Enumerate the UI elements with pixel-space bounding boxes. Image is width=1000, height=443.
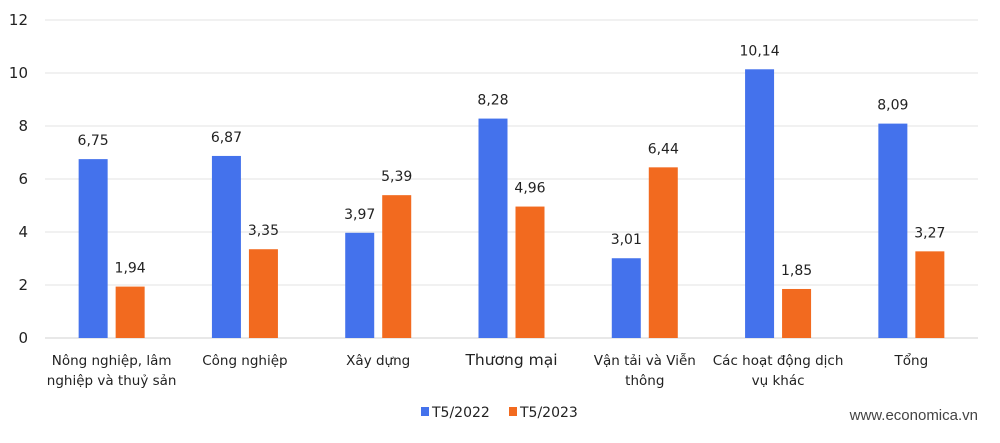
x-tick-label: Xây dựng	[346, 353, 410, 369]
y-tick-label: 12	[9, 11, 28, 29]
data-label: 4,96	[514, 181, 545, 197]
x-tick-label: vụ khác	[752, 373, 805, 389]
data-label: 5,39	[381, 169, 412, 185]
data-label: 3,27	[914, 225, 945, 241]
bar-T5-2023	[248, 249, 278, 338]
x-tick-label: thông	[625, 373, 664, 389]
bar-T5-2022	[345, 232, 375, 338]
legend-swatch	[421, 407, 429, 416]
data-label: 8,09	[877, 98, 908, 114]
data-label: 10,14	[740, 43, 780, 59]
data-label: 3,01	[611, 232, 642, 248]
x-tick-label: Vận tải và Viễn	[594, 352, 696, 369]
bar-T5-2023	[115, 286, 145, 338]
bar-T5-2023	[515, 206, 545, 338]
bar-T5-2023	[648, 167, 678, 338]
x-tick-label: Tổng	[894, 352, 929, 369]
data-label: 3,35	[248, 223, 279, 239]
data-label: 6,87	[211, 130, 242, 146]
data-label: 8,28	[477, 93, 508, 109]
x-tick-label: Công nghiệp	[202, 353, 287, 369]
y-tick-label: 6	[18, 170, 28, 188]
y-tick-label: 4	[18, 223, 28, 241]
bar-T5-2022	[611, 258, 641, 338]
legend-label: T5/2023	[519, 405, 578, 421]
x-tick-label: Các hoạt động dịch	[713, 353, 844, 369]
x-tick-label: nghiệp và thuỷ sản	[47, 373, 177, 389]
bar-T5-2023	[782, 288, 812, 338]
bar-T5-2022	[211, 155, 241, 338]
data-label: 6,75	[78, 133, 109, 149]
bar-T5-2022	[745, 69, 775, 338]
y-tick-label: 0	[18, 329, 28, 347]
bar-T5-2022	[878, 123, 908, 339]
bar-T5-2022	[78, 159, 108, 338]
x-tick-label: Thương mại	[464, 351, 557, 369]
legend-label: T5/2022	[431, 405, 490, 421]
bar-T5-2023	[382, 195, 412, 338]
y-tick-label: 10	[9, 64, 28, 82]
watermark: www.economica.vn	[849, 407, 978, 424]
y-tick-label: 8	[18, 117, 28, 135]
data-label: 1,85	[781, 263, 812, 279]
x-tick-label: Nông nghiệp, lâm	[52, 353, 172, 369]
y-tick-label: 2	[18, 276, 28, 294]
bar-T5-2022	[478, 118, 508, 338]
bar-T5-2023	[915, 251, 945, 338]
data-label: 1,94	[115, 261, 146, 277]
data-label: 3,97	[344, 207, 375, 223]
legend-swatch	[509, 407, 517, 416]
data-label: 6,44	[648, 141, 679, 157]
